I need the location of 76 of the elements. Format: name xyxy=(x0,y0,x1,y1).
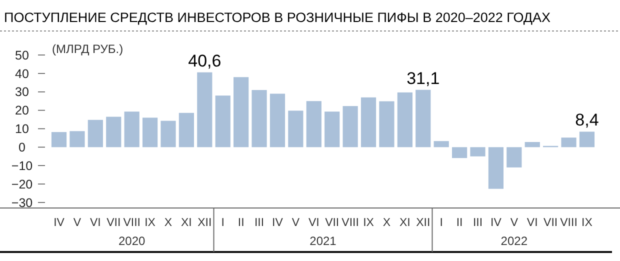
bar xyxy=(488,147,504,189)
bar xyxy=(360,97,376,148)
bar xyxy=(197,72,212,148)
bar xyxy=(252,90,267,148)
text: 2020 xyxy=(118,234,146,248)
x-tick-label: VII xyxy=(106,217,121,229)
bar xyxy=(142,118,158,148)
bar xyxy=(88,120,103,148)
bar xyxy=(124,112,140,148)
x-tick-label: VIII xyxy=(123,217,140,229)
bar xyxy=(506,147,522,168)
data-label: 40,6 xyxy=(188,51,222,70)
x-tick-label: V xyxy=(510,217,518,229)
bar xyxy=(579,132,595,148)
y-tick-label: 0 xyxy=(18,140,26,155)
y-tick-label: 30 xyxy=(15,85,29,100)
bar xyxy=(524,142,540,148)
x-tick-label: III xyxy=(472,217,483,229)
x-tick-label: VIII xyxy=(560,217,578,229)
x-tick-label: XII xyxy=(198,217,212,229)
y-tick-label: −30 xyxy=(11,196,33,210)
bar xyxy=(288,110,304,148)
x-tick-label: III xyxy=(254,217,264,229)
y-tick-label: −10 xyxy=(11,158,33,173)
x-tick-label: X xyxy=(382,217,391,229)
text: 2022 xyxy=(500,234,528,248)
x-tick-label: XI xyxy=(181,217,192,229)
bar xyxy=(51,132,67,148)
bar xyxy=(106,116,122,148)
x-tick-label: X xyxy=(164,217,172,229)
x-tick-label: I xyxy=(440,217,443,229)
x-tick-label: IX xyxy=(144,217,156,229)
bar xyxy=(342,106,358,148)
y-tick-label: 40 xyxy=(15,66,29,81)
data-label: 8,4 xyxy=(575,110,599,130)
x-tick-label: VI xyxy=(90,217,101,229)
x-tick-label: IV xyxy=(490,217,502,229)
x-tick-label: II xyxy=(238,217,244,229)
x-tick-label: IV xyxy=(54,217,65,229)
x-tick-label: IV xyxy=(272,217,284,229)
x-tick-label: VII xyxy=(325,217,340,229)
bar xyxy=(178,112,194,148)
y-axis-title: (МЛРД РУБ.) xyxy=(52,42,124,56)
data-label: 31,1 xyxy=(406,68,440,88)
bar xyxy=(234,77,249,148)
x-tick-label: V xyxy=(73,217,82,229)
y-tick-label: −20 xyxy=(11,177,33,192)
bar xyxy=(215,96,230,148)
y-tick-label: 20 xyxy=(15,104,29,118)
x-tick-label: VII xyxy=(544,217,558,229)
bar xyxy=(270,94,286,148)
x-tick-label: VIII xyxy=(342,217,359,229)
bar xyxy=(470,147,486,156)
y-tick-label: 10 xyxy=(15,122,29,136)
x-tick-label: VI xyxy=(308,217,320,229)
x-tick-label: XII xyxy=(416,217,430,229)
bar xyxy=(379,101,394,148)
x-tick-label: II xyxy=(456,217,463,229)
bar xyxy=(561,138,576,148)
x-tick-label: XI xyxy=(399,217,410,229)
x-tick-label: V xyxy=(292,217,300,229)
bar xyxy=(452,147,468,158)
bar xyxy=(434,141,449,148)
bar xyxy=(416,90,431,148)
chart-title: ПОСТУПЛЕНИЕ СРЕДСТВ ИНВЕСТОРОВ В РОЗНИЧНЫЕ ПИФЫ В 2020–2022 ГОДАХ xyxy=(4,10,551,25)
bar xyxy=(160,120,176,148)
y-tick-label: 50 xyxy=(15,48,29,62)
x-tick-label: IX xyxy=(582,217,593,229)
x-tick-label: IX xyxy=(363,217,374,229)
bar xyxy=(70,131,85,148)
bar xyxy=(306,101,322,148)
x-tick-label: I xyxy=(221,217,224,229)
x-tick-label: VI xyxy=(526,217,538,229)
text: 2021 xyxy=(310,234,337,248)
bar xyxy=(324,112,340,148)
bar xyxy=(397,92,412,148)
